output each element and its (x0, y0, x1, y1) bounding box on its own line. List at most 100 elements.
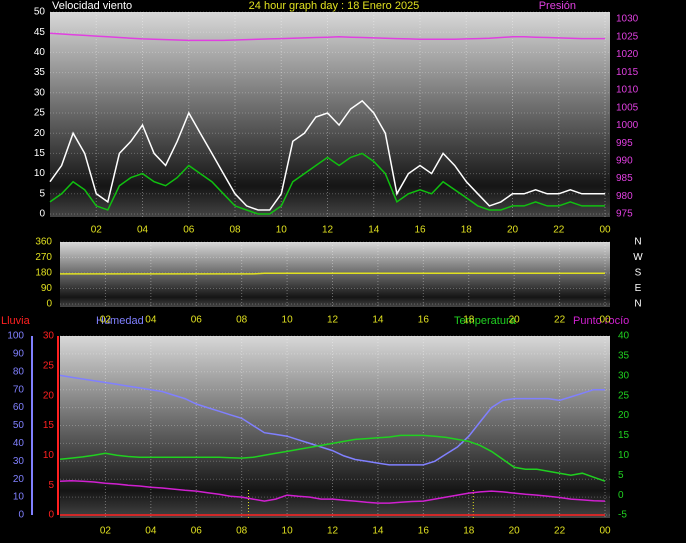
y-tick-label: 0 (618, 490, 624, 501)
y-tick-label: 30 (43, 331, 55, 342)
y-tick-label: 20 (34, 128, 46, 139)
y-tick-label: 0 (46, 299, 52, 310)
x-tick-label: 00 (599, 315, 611, 326)
x-tick-label: 14 (372, 315, 384, 326)
x-tick-label: 16 (418, 315, 430, 326)
y-tick-label: 25 (34, 108, 46, 119)
x-tick-label: 08 (236, 526, 248, 537)
rain-label: Lluvia (1, 315, 31, 327)
x-tick-label: 08 (229, 225, 241, 236)
x-tick-label: 10 (276, 225, 288, 236)
x-tick-label: 20 (509, 526, 521, 537)
y-tick-label: 50 (34, 7, 46, 18)
x-tick-label: 04 (137, 225, 149, 236)
series-line (60, 272, 605, 275)
y-tick-label: 1000 (616, 120, 639, 131)
y-tick-label: 90 (41, 283, 53, 294)
y-tick-label: 15 (618, 430, 630, 441)
humidity-label: Humedad (96, 315, 144, 327)
y-tick-label: 1010 (616, 85, 639, 96)
pressure-label: Presión (539, 0, 576, 12)
y-tick-label: 5 (618, 470, 624, 481)
y-tick-label: 5 (39, 188, 45, 199)
y-tick-label: 1020 (616, 49, 639, 60)
y-tick-label: 50 (13, 420, 25, 431)
y-tick-label: 20 (43, 390, 55, 401)
y-tick-label: 10 (34, 168, 46, 179)
wind-label: Velocidad viento (52, 0, 132, 12)
x-tick-label: 18 (461, 225, 473, 236)
y-tick-label: 100 (7, 331, 24, 342)
x-tick-label: 20 (507, 225, 519, 236)
x-tick-label: 06 (191, 315, 203, 326)
y-tick-label: N (634, 237, 641, 248)
y-tick-label: 270 (35, 252, 52, 263)
temperature-label: Temperatura (454, 315, 517, 327)
dewpoint-label: Punto rocío (573, 315, 629, 327)
x-tick-label: 14 (372, 526, 384, 537)
y-tick-label: 45 (34, 27, 46, 38)
y-tick-label: 70 (13, 384, 25, 395)
y-tick-label: 40 (34, 47, 46, 58)
x-tick-label: 22 (554, 526, 566, 537)
y-tick-label: 5 (48, 480, 54, 491)
x-tick-label: 06 (183, 225, 195, 236)
x-tick-label: 12 (327, 526, 339, 537)
y-tick-label: 20 (618, 410, 630, 421)
chart-title: 24 hour graph day : 18 Enero 2025 (249, 0, 420, 12)
y-tick-label: S (635, 268, 642, 279)
x-tick-label: 00 (599, 526, 611, 537)
y-tick-label: -5 (618, 510, 627, 521)
x-tick-label: 12 (327, 315, 339, 326)
x-tick-label: 02 (100, 526, 112, 537)
y-tick-label: 10 (43, 450, 55, 461)
y-tick-label: 90 (13, 349, 25, 360)
y-tick-label: 40 (13, 438, 25, 449)
x-tick-label: 04 (145, 526, 157, 537)
x-tick-label: 12 (322, 225, 334, 236)
y-tick-label: 35 (34, 67, 46, 78)
x-tick-label: 00 (599, 225, 611, 236)
y-tick-label: 30 (13, 456, 25, 467)
y-tick-label: N (634, 299, 641, 310)
y-tick-label: 10 (13, 492, 25, 503)
y-tick-label: 25 (43, 360, 55, 371)
y-tick-label: 1015 (616, 67, 639, 78)
x-tick-label: 02 (91, 225, 103, 236)
x-tick-label: 22 (554, 315, 566, 326)
y-tick-label: 1025 (616, 31, 639, 42)
x-tick-label: 10 (282, 526, 294, 537)
series-line (49, 99, 605, 211)
y-tick-label: 360 (35, 237, 52, 248)
series-line (49, 32, 605, 42)
y-tick-label: E (635, 283, 642, 294)
y-tick-label: 180 (35, 268, 52, 279)
y-tick-label: 0 (39, 209, 45, 220)
y-tick-label: 0 (48, 510, 54, 521)
x-tick-label: 10 (282, 315, 294, 326)
x-tick-label: 04 (145, 315, 157, 326)
x-tick-label: 16 (418, 526, 430, 537)
y-tick-label: 980 (616, 191, 633, 202)
y-tick-label: 15 (34, 148, 46, 159)
y-tick-label: 25 (618, 390, 630, 401)
x-tick-label: 22 (553, 225, 565, 236)
x-tick-label: 08 (236, 315, 248, 326)
y-tick-label: 30 (618, 370, 630, 381)
x-tick-label: 20 (509, 315, 521, 326)
y-tick-label: 60 (13, 402, 25, 413)
series-line (49, 152, 605, 215)
plot-area (60, 336, 610, 518)
x-tick-label: 18 (463, 526, 475, 537)
x-tick-label: 06 (191, 526, 203, 537)
y-tick-label: 10 (618, 450, 630, 461)
y-tick-label: 985 (616, 173, 633, 184)
y-tick-label: 40 (618, 331, 630, 342)
x-tick-label: 16 (414, 225, 426, 236)
y-tick-label: 35 (618, 351, 630, 362)
series-line (59, 480, 606, 504)
series-line (59, 374, 605, 466)
y-tick-label: 1005 (616, 102, 639, 113)
y-tick-label: 80 (13, 366, 25, 377)
